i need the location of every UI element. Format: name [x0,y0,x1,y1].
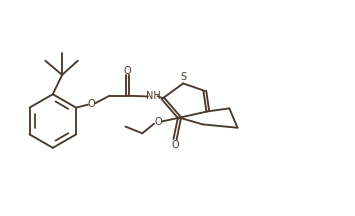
Text: O: O [154,117,162,127]
Text: O: O [124,66,131,76]
Text: O: O [88,99,95,109]
Text: O: O [171,140,179,150]
Text: NH: NH [146,91,161,101]
Text: S: S [180,73,186,83]
